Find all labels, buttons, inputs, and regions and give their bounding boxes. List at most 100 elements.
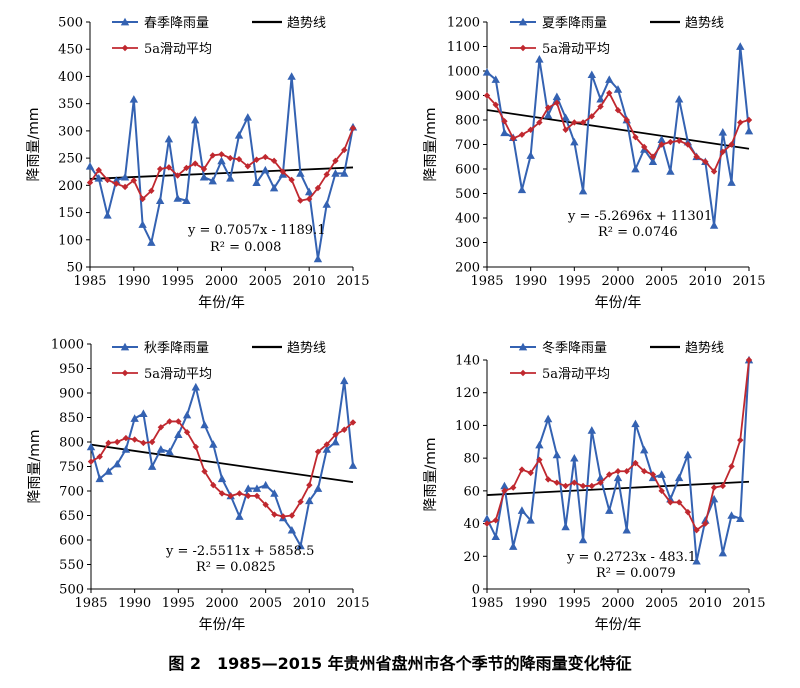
actual-point: [129, 95, 139, 103]
moving-average-point: [649, 471, 657, 478]
actual-point: [744, 126, 754, 135]
x-tick-label: 2005: [249, 596, 282, 611]
actual-point: [261, 165, 270, 174]
actual-point: [182, 196, 191, 204]
moving-average-point: [349, 419, 357, 426]
trend-line: [90, 443, 354, 484]
moving-average-line: [486, 91, 750, 174]
x-tick-label: 1995: [558, 274, 591, 289]
y-axis-title: 降雨量/mm: [423, 108, 439, 182]
actual-point: [683, 450, 693, 459]
moving-average-point: [279, 513, 287, 520]
moving-average-point: [236, 490, 243, 497]
actual-point: [313, 254, 323, 263]
actual-point: [666, 167, 675, 175]
moving-average-point: [148, 438, 156, 446]
actual-point: [500, 128, 509, 137]
moving-average-point: [271, 511, 278, 518]
moving-average-point: [174, 172, 181, 179]
moving-average-point: [571, 479, 578, 486]
y-tick-label: 200: [455, 261, 480, 276]
y-tick-label: 60: [463, 484, 480, 499]
y-tick-label: 750: [59, 460, 84, 475]
legend: 秋季降雨量 趋势线 5a滑动平均: [112, 340, 326, 382]
moving-average-point: [157, 424, 165, 431]
actual-point: [209, 440, 218, 448]
actual-point: [130, 414, 139, 422]
y-tick-label: 900: [455, 89, 480, 104]
moving-average-point: [518, 131, 526, 138]
actual-point: [657, 470, 666, 478]
moving-average-point: [156, 165, 164, 173]
x-axis-title: 年份/年: [595, 295, 642, 311]
moving-average-point: [130, 177, 138, 184]
actual-point: [509, 542, 518, 550]
y-tick-label: 120: [455, 386, 480, 401]
moving-average-point: [693, 153, 700, 160]
actual-point: [287, 526, 297, 534]
x-tick-label: 1985: [74, 596, 107, 611]
actual-point: [217, 474, 227, 483]
actual-point: [517, 506, 527, 514]
actual-point: [208, 176, 217, 185]
actual-point: [305, 496, 314, 505]
x-tick-label: 2005: [249, 274, 282, 289]
moving-average-point: [183, 164, 190, 172]
y-tick-label: 950: [59, 362, 84, 377]
y-tick-label: 100: [58, 233, 83, 248]
x-tick-label: 2015: [336, 274, 369, 289]
moving-average-point: [483, 520, 491, 527]
moving-average-point: [675, 137, 683, 145]
moving-average-point: [710, 484, 718, 491]
y-axis-title: 降雨量/mm: [423, 438, 439, 512]
moving-average-point: [571, 119, 578, 126]
actual-point: [331, 437, 340, 446]
moving-average-point: [201, 468, 208, 475]
trend-equation: y = 0.2723x - 483.1: [566, 550, 696, 565]
moving-average-point: [86, 179, 94, 186]
moving-average-point: [536, 456, 543, 463]
actual-point: [322, 445, 331, 453]
actual-point: [313, 484, 323, 492]
y-tick-label: 350: [58, 97, 83, 112]
y-tick-label: 200: [58, 179, 83, 194]
legend-label-moving: 5a滑动平均: [542, 42, 610, 57]
actual-point: [718, 548, 727, 557]
moving-average-point: [113, 180, 120, 187]
moving-average-point: [614, 468, 622, 475]
legend-label-moving: 5a滑动平均: [542, 367, 610, 382]
actual-point: [727, 511, 736, 519]
actual-point: [613, 473, 623, 482]
moving-average-point: [332, 431, 339, 438]
trend-equation: y = -2.5511x + 5858.5: [165, 544, 314, 559]
x-tick-label: 2010: [689, 596, 722, 611]
y-tick-label: 800: [455, 114, 480, 129]
season-chart-3: 500 550 600 650 700 750 800 850 900 950 1000 1985 19…: [27, 338, 370, 634]
moving-average-point: [262, 153, 269, 161]
actual-point: [543, 414, 553, 423]
actual-point: [270, 489, 279, 497]
x-tick-label: 1985: [470, 274, 503, 289]
y-tick-label: 1000: [51, 338, 84, 353]
y-tick-label: 40: [463, 517, 480, 532]
actual-point: [535, 55, 544, 63]
moving-average-point: [719, 482, 726, 490]
moving-average-point: [649, 153, 657, 160]
legend-marker-moving: [519, 369, 527, 377]
moving-average-point: [140, 439, 147, 447]
moving-average-point: [667, 499, 674, 506]
actual-point: [605, 75, 614, 83]
actual-point: [269, 183, 279, 192]
moving-average-point: [632, 133, 639, 141]
actual-point: [199, 172, 209, 181]
moving-average-point: [702, 158, 709, 165]
moving-average-point: [96, 453, 103, 460]
legend-label-trend: 趋势线: [685, 15, 724, 31]
moving-average-point: [710, 168, 718, 175]
actual-point: [147, 238, 156, 246]
actual-point: [120, 172, 130, 181]
actual-point: [674, 94, 684, 103]
moving-average-point: [323, 441, 330, 448]
legend-label-trend: 趋势线: [287, 15, 326, 31]
